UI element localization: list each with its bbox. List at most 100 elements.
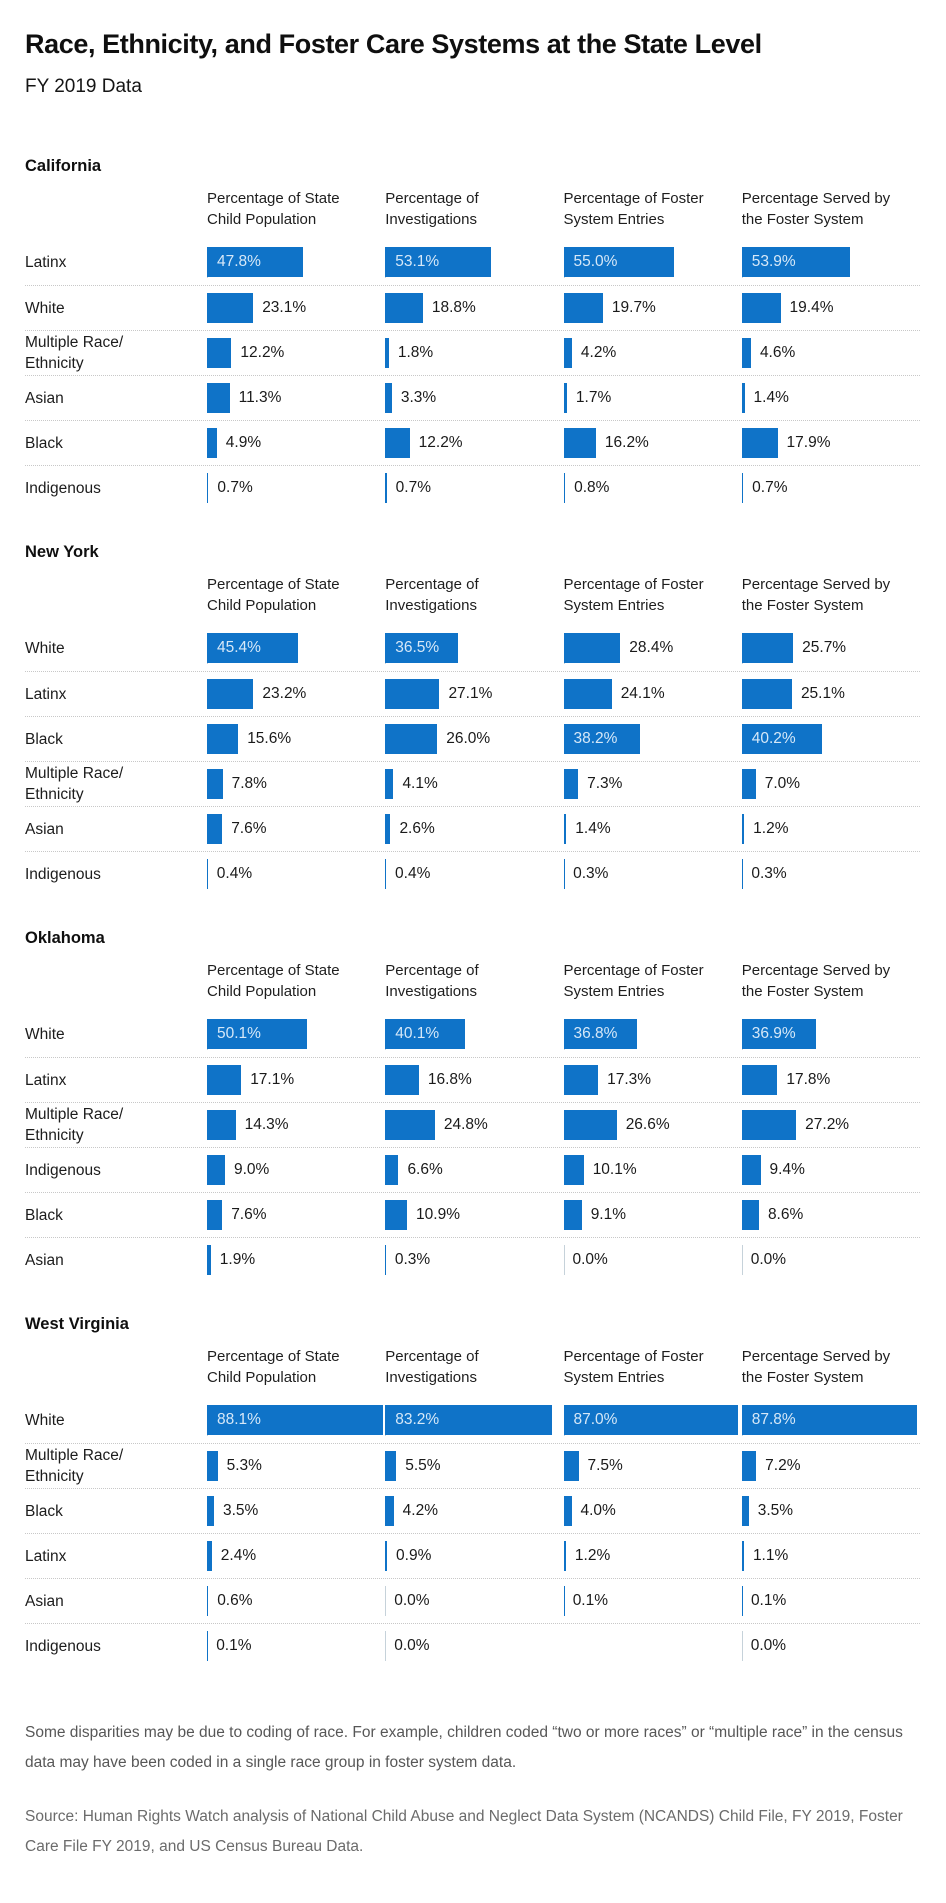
bar: [207, 1065, 242, 1095]
race-label: Black: [25, 1502, 63, 1520]
bar: [385, 1155, 399, 1185]
column-header-row: Percentage of State Child Population Perc…: [25, 1346, 920, 1388]
race-row: White 50.1% 40.1% 36.8% 36.9%: [25, 1012, 920, 1057]
bar-value: 11.3%: [238, 389, 282, 406]
source-note: Source: Human Rights Watch analysis of N…: [25, 1808, 903, 1855]
chart-states: California Percentage of State Child Popu…: [25, 158, 920, 1668]
bar-cell: 9.1%: [563, 1193, 742, 1237]
bar-value: 0.4%: [216, 865, 253, 882]
bar-cell: 19.7%: [563, 286, 742, 330]
bar-value: 55.0%: [573, 253, 618, 270]
zero-axis-line: [385, 1586, 387, 1616]
race-row: Black 4.9% 12.2% 16.2% 17.9%: [25, 420, 920, 465]
bar: [741, 473, 744, 503]
bar-value: 6.6%: [407, 1161, 443, 1178]
race-label: Asian: [25, 1592, 64, 1610]
column-header-1: Percentage of State Child Population: [207, 190, 340, 228]
zero-axis-line: [385, 1631, 387, 1661]
bar-value: 50.1%: [217, 1025, 261, 1042]
bar-value: 7.2%: [765, 1457, 801, 1474]
bar: [741, 1451, 757, 1481]
race-label: Asian: [25, 1251, 64, 1269]
bar-cell: 7.8%: [207, 762, 385, 806]
bar: [385, 338, 389, 368]
state-section-california: California Percentage of State Child Popu…: [25, 158, 920, 510]
bar-value: 87.8%: [751, 1411, 796, 1428]
column-header-1: Percentage of State Child Population: [207, 1348, 340, 1386]
column-header-2: Percentage of Investigations: [385, 1348, 479, 1386]
bar-cell: 4.9%: [207, 421, 385, 465]
bar-cell: 15.6%: [207, 717, 385, 761]
bar-cell: 0.3%: [741, 852, 920, 896]
bar-value: 1.2%: [753, 820, 789, 837]
bar-cell: 16.8%: [385, 1058, 563, 1102]
bar-cell: 0.7%: [741, 466, 920, 510]
bar-cell: 17.1%: [207, 1058, 385, 1102]
bar-value: 1.4%: [753, 389, 789, 406]
bar: [563, 1200, 582, 1230]
bar-value: 9.0%: [234, 1161, 270, 1178]
bar: 36.9%: [741, 1019, 816, 1049]
bar-value: 9.4%: [769, 1161, 805, 1178]
race-label: Asian: [25, 389, 64, 407]
bar-cell: 25.1%: [741, 672, 920, 716]
bar: [207, 1110, 236, 1140]
bar: [207, 679, 254, 709]
bar-value: 10.9%: [416, 1206, 460, 1223]
bar-value: 3.5%: [757, 1502, 794, 1519]
bar-cell: 53.1%: [385, 240, 563, 285]
bar: [741, 1200, 759, 1230]
race-row: Asian 0.6% 0.0% 0.1% 0.1%: [25, 1578, 920, 1623]
bar-value: 2.6%: [399, 820, 435, 837]
bar-cell: 88.1%: [207, 1398, 385, 1443]
race-row: Latinx 47.8% 53.1% 55.0% 53.9%: [25, 240, 920, 285]
bar-cell: 17.8%: [741, 1058, 920, 1102]
bar: [563, 428, 596, 458]
state-title: California: [25, 157, 102, 175]
bar: [563, 1451, 579, 1481]
bar-cell: 0.1%: [207, 1624, 385, 1668]
bar-value: 4.2%: [580, 344, 617, 361]
bar: [385, 473, 387, 503]
bar: 53.1%: [385, 247, 492, 277]
bar: [563, 769, 579, 799]
footnote: Some disparities may be due to coding of…: [25, 1724, 903, 1771]
bar: [741, 633, 794, 663]
bar-cell: 0.6%: [207, 1579, 385, 1623]
bar-value: 25.1%: [800, 685, 845, 702]
bar-cell: 0.7%: [207, 466, 385, 510]
bar: [563, 859, 565, 889]
bar: [207, 1155, 225, 1185]
bar: [385, 383, 392, 413]
bar-cell: 36.9%: [741, 1012, 920, 1057]
bar: [207, 1496, 214, 1526]
race-row: Multiple Race/ Ethnicity 5.3% 5.5% 7.5% 7.2%: [25, 1443, 920, 1488]
bar-cell: 36.8%: [563, 1012, 742, 1057]
bar-cell: 1.4%: [563, 807, 742, 851]
bar: 87.0%: [563, 1405, 738, 1435]
bar-value: 17.9%: [786, 434, 831, 451]
bar-value: 53.9%: [751, 253, 796, 270]
bar-value: 28.4%: [629, 639, 674, 656]
bar-value: 0.1%: [572, 1592, 609, 1609]
state-section-new-york: New York Percentage of State Child Popula…: [25, 544, 920, 896]
race-row: Black 15.6% 26.0% 38.2% 40.2%: [25, 716, 920, 761]
bar-value: 38.2%: [573, 730, 618, 747]
bar-cell: 23.2%: [207, 672, 385, 716]
bar-value: 19.7%: [611, 299, 656, 316]
bar: 83.2%: [385, 1405, 552, 1435]
bar-cell: 0.0%: [741, 1238, 920, 1282]
bar-value: 14.3%: [244, 1116, 289, 1133]
bar-cell: 26.6%: [563, 1103, 742, 1147]
bar-value: 5.5%: [405, 1457, 441, 1474]
bar: [207, 1451, 218, 1481]
bar-cell: 1.2%: [563, 1534, 742, 1578]
column-header-4: Percentage Served by the Foster System: [741, 190, 891, 228]
bar-cell: 9.4%: [741, 1148, 920, 1192]
bar-cell: 40.1%: [385, 1012, 563, 1057]
state-rows: White 88.1% 83.2% 87.0% 87.8% Multiple Race/ …: [25, 1398, 920, 1668]
race-row: Black 7.6% 10.9% 9.1% 8.6%: [25, 1192, 920, 1237]
bar-cell: 1.7%: [563, 376, 742, 420]
race-row: Latinx 17.1% 16.8% 17.3% 17.8%: [25, 1057, 920, 1102]
bar-cell: 1.8%: [385, 331, 563, 375]
